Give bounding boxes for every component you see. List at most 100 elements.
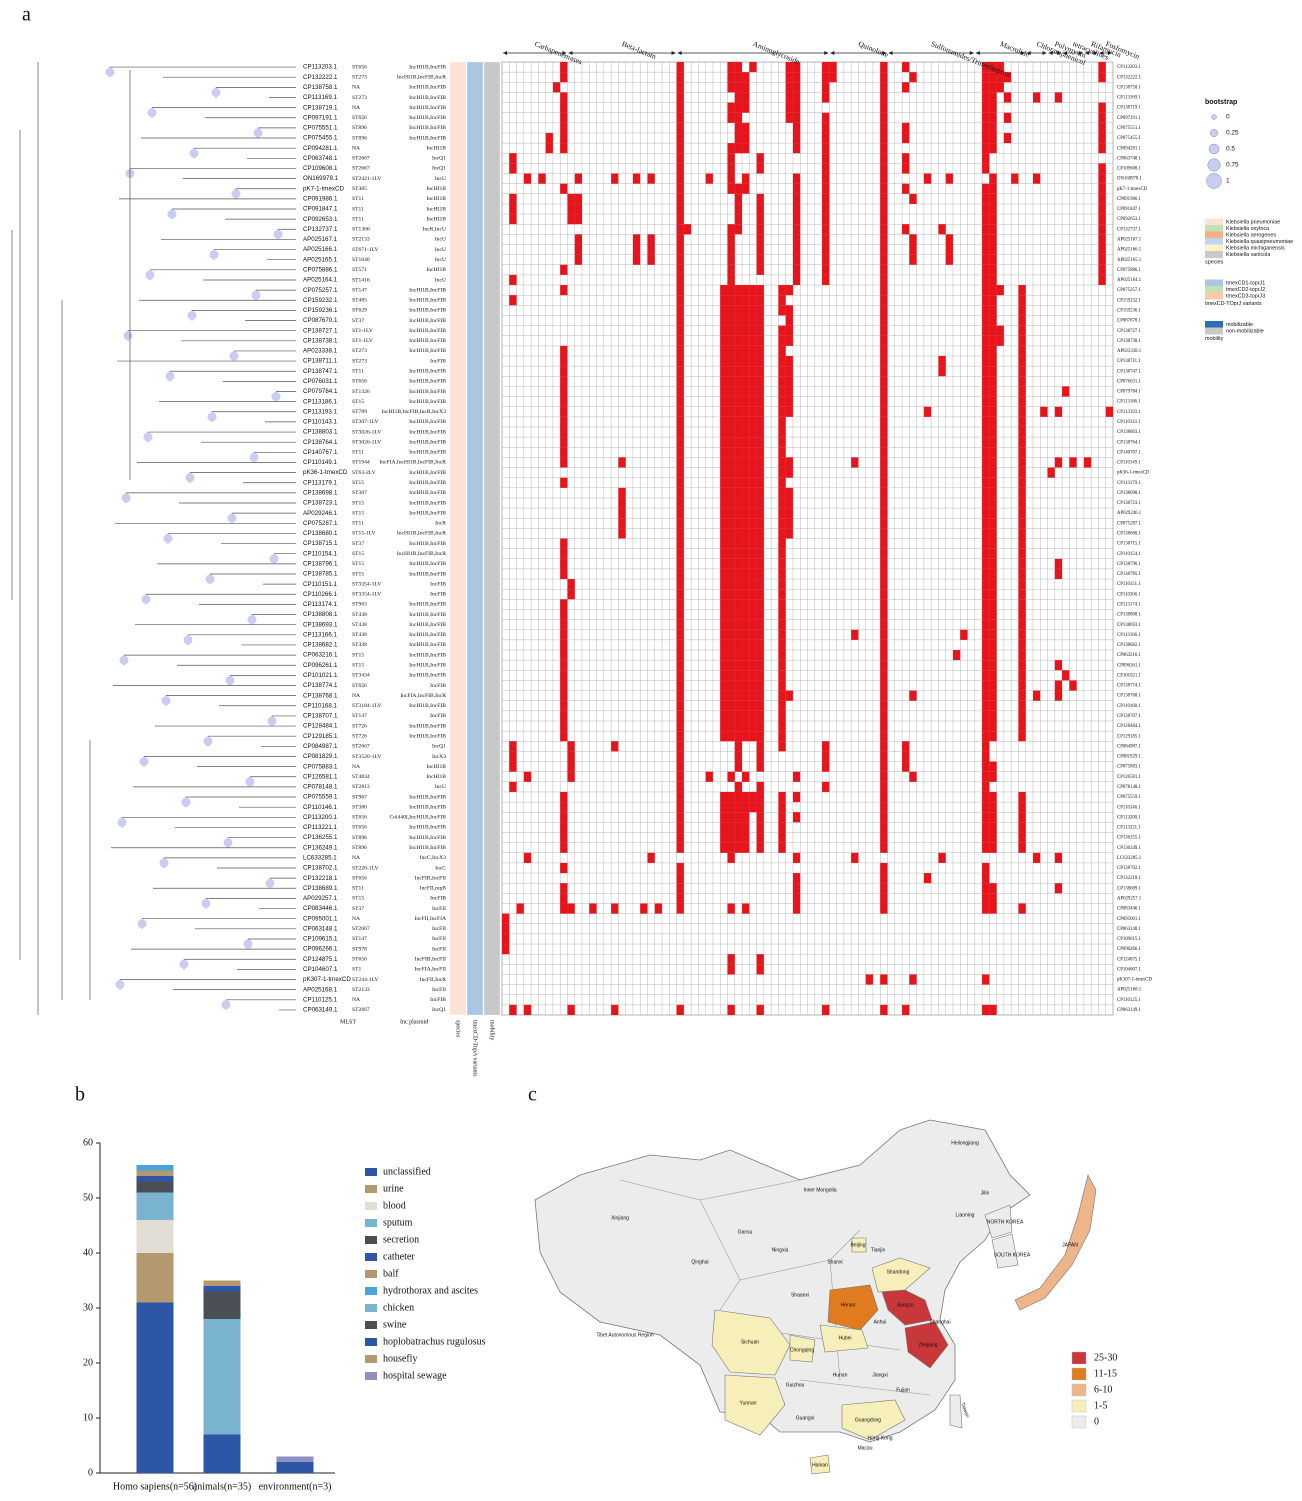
resistance-gene-present xyxy=(880,1005,887,1015)
resistance-gene-present xyxy=(793,143,800,153)
row-id: CP138719.1 xyxy=(303,104,338,111)
resistance-gene-present xyxy=(982,549,989,559)
legend-swatch xyxy=(365,1372,377,1380)
row-inc: IncHI1B,IncFIB xyxy=(409,298,446,304)
row-inc: IncHI1B,IncFIB xyxy=(409,85,446,91)
resistance-gene-present xyxy=(524,772,531,782)
region-label: JAPAN xyxy=(1062,1242,1078,1248)
resistance-gene-present xyxy=(982,72,989,82)
resistance-gene-present xyxy=(560,630,567,640)
row-id-right: CP113169.1 xyxy=(1117,96,1141,101)
row-inc: IncHI1B,IncFIB xyxy=(409,470,446,476)
row-id: CP081829.1 xyxy=(303,753,338,760)
resistance-gene-present xyxy=(757,731,764,741)
row-mlst: ST896 xyxy=(352,135,367,141)
resistance-gene-present xyxy=(727,447,734,457)
row-mlst: ST11 xyxy=(352,368,364,374)
resistance-gene-present xyxy=(822,275,829,285)
resistance-gene-present xyxy=(1098,204,1105,214)
region-label: Heilongjiang xyxy=(951,1140,979,1146)
resistance-gene-present xyxy=(880,214,887,224)
resistance-gene-present xyxy=(749,305,756,315)
resistance-gene-present xyxy=(560,437,567,447)
resistance-gene-present xyxy=(778,620,785,630)
resistance-gene-present xyxy=(757,386,764,396)
resistance-gene-present xyxy=(727,103,734,113)
resistance-gene-present xyxy=(757,417,764,427)
row-id: CP079784.1 xyxy=(303,388,338,395)
row-id: CP075559.1 xyxy=(303,794,338,801)
resistance-gene-present xyxy=(677,883,684,893)
row-inc: IncQ1 xyxy=(432,1007,446,1013)
bootstrap-node xyxy=(208,412,217,421)
row-inc: IncHI1B,IncFIB,IncR xyxy=(397,551,446,557)
row-id: CP113203.1 xyxy=(303,64,338,71)
resistance-gene-present xyxy=(727,792,734,802)
row-mlst: ST3434 xyxy=(352,673,370,679)
resistance-gene-present xyxy=(1018,670,1025,680)
legend-bootstrap-size xyxy=(1208,159,1221,172)
resistance-gene-present xyxy=(720,407,727,417)
resistance-gene-present xyxy=(677,762,684,772)
resistance-gene-present xyxy=(749,295,756,305)
region-label: Sichuan xyxy=(741,1339,759,1345)
resistance-gene-present xyxy=(735,782,742,792)
region-label: Jiangsu xyxy=(896,1302,913,1308)
resistance-gene-present xyxy=(997,285,1004,295)
resistance-gene-present xyxy=(909,255,916,265)
resistance-gene-present xyxy=(735,336,742,346)
row-id: CP110125.1 xyxy=(303,996,338,1003)
y-tick-label: 50 xyxy=(83,1192,93,1203)
resistance-gene-present xyxy=(778,569,785,579)
resistance-gene-present xyxy=(757,609,764,619)
resistance-gene-present xyxy=(727,478,734,488)
resistance-gene-present xyxy=(727,153,734,163)
resistance-gene-present xyxy=(742,812,749,822)
resistance-gene-present xyxy=(749,62,756,72)
row-inc: IncC,IncX3 xyxy=(420,855,446,861)
row-inc: IncQ1 xyxy=(432,166,446,172)
resistance-gene-present xyxy=(1018,802,1025,812)
resistance-gene-present xyxy=(720,630,727,640)
row-inc: IncHI1B,IncFIB xyxy=(409,348,446,354)
resistance-gene-present xyxy=(720,721,727,731)
row-id: AP023338.1 xyxy=(303,348,338,355)
row-mlst: ST307-1LV xyxy=(352,419,379,425)
resistance-gene-present xyxy=(880,255,887,265)
resistance-gene-present xyxy=(989,224,996,234)
resistance-gene-present xyxy=(982,437,989,447)
resistance-gene-present xyxy=(757,569,764,579)
resistance-gene-present xyxy=(902,133,909,143)
resistance-gene-present xyxy=(727,113,734,123)
resistance-gene-present xyxy=(778,478,785,488)
resistance-gene-present xyxy=(720,650,727,660)
resistance-gene-present xyxy=(727,174,734,184)
row-id: CP083446.1 xyxy=(303,905,338,912)
resistance-gene-present xyxy=(589,903,596,913)
resistance-gene-present xyxy=(982,417,989,427)
resistance-gene-present xyxy=(902,82,909,92)
resistance-gene-present xyxy=(793,194,800,204)
resistance-gene-present xyxy=(735,417,742,427)
row-inc: IncX3 xyxy=(432,754,446,760)
resistance-gene-present xyxy=(618,528,625,538)
resistance-gene-present xyxy=(509,741,516,751)
row-inc: IncHI1B,IncFIB xyxy=(409,804,446,810)
row-mlst: ST656 xyxy=(352,815,367,821)
resistance-gene-present xyxy=(757,285,764,295)
resistance-gene-present xyxy=(1018,539,1025,549)
legend-swatch xyxy=(365,1287,377,1295)
resistance-gene-present xyxy=(1018,691,1025,701)
bootstrap-node xyxy=(182,798,191,807)
resistance-gene-present xyxy=(749,792,756,802)
resistance-gene-present xyxy=(989,427,996,437)
resistance-gene-present xyxy=(727,417,734,427)
row-inc: IncHI1B xyxy=(426,145,446,151)
resistance-gene-present xyxy=(677,569,684,579)
resistance-gene-present xyxy=(727,295,734,305)
resistance-gene-present xyxy=(778,589,785,599)
row-mlst: ST307 xyxy=(352,490,367,496)
resistance-gene-present xyxy=(560,903,567,913)
resistance-gene-present xyxy=(989,305,996,315)
row-id-right: CP110143.1 xyxy=(1117,420,1141,425)
